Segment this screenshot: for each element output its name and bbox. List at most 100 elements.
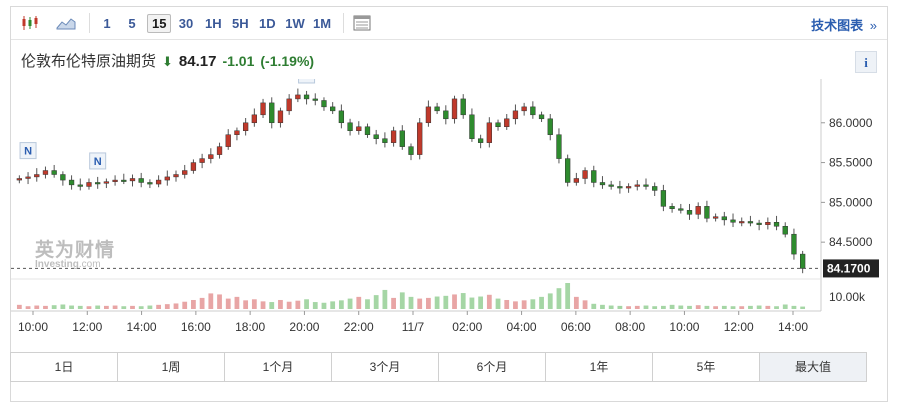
range-1day[interactable]: 1日	[11, 353, 118, 381]
candle-body	[521, 106, 527, 112]
candle-body	[173, 174, 179, 178]
candle-body	[660, 190, 667, 207]
double-chevron-right-icon: »	[869, 18, 877, 33]
volume-bar	[243, 300, 249, 309]
volume-bar	[730, 306, 736, 309]
volume-bar	[164, 304, 170, 309]
volume-bar	[678, 305, 684, 309]
x-tick-label: 04:00	[507, 320, 537, 334]
volume-bar	[417, 298, 423, 309]
candle-body	[425, 106, 432, 124]
candle-body	[591, 170, 597, 183]
volume-bar	[687, 305, 692, 309]
candle-body	[451, 98, 458, 120]
volume-bar	[565, 283, 571, 309]
x-tick-label: 10:00	[18, 320, 48, 334]
volume-bar	[573, 296, 579, 309]
candle-body	[617, 186, 623, 189]
interval-1d[interactable]: 1D	[259, 16, 276, 31]
volume-bar	[304, 299, 309, 309]
volume-tick-label: 10.00k	[829, 290, 866, 304]
volume-bar	[25, 306, 31, 309]
x-tick-label: 10:00	[669, 320, 699, 334]
candle-body	[242, 122, 249, 131]
volume-bar	[591, 303, 597, 309]
interval-1m[interactable]: 1M	[313, 16, 332, 31]
x-tick-label: 08:00	[615, 320, 645, 334]
y-tick-label: 85.0000	[829, 195, 873, 209]
volume-bar	[669, 304, 675, 309]
volume-bar	[800, 306, 806, 309]
range-max[interactable]: 最大值	[760, 353, 866, 381]
candle-body	[208, 154, 214, 159]
chart-widget: 1 5 15 30 1H 5H 1D 1W 1M 技术图表 » 伦敦布伦特原油期…	[10, 6, 888, 402]
candle-body	[669, 206, 675, 209]
candle-body	[77, 184, 83, 187]
candle-body	[286, 98, 292, 112]
volume-bar	[191, 299, 196, 309]
range-1year[interactable]: 1年	[546, 353, 653, 381]
volume-bar	[251, 299, 257, 309]
chart-toolbar: 1 5 15 30 1H 5H 1D 1W 1M 技术图表 »	[11, 7, 887, 40]
volume-bar	[547, 293, 553, 309]
candle-body	[469, 114, 475, 139]
candlestick-chart[interactable]: 86.0000 85.5000 85.0000 84.5000 84.1700 10.00…	[11, 66, 889, 339]
candle-body	[260, 102, 266, 116]
area-chart-icon[interactable]	[55, 13, 77, 33]
candle-body	[251, 114, 257, 124]
volume-bar	[103, 305, 109, 309]
volume-bar	[695, 305, 701, 309]
volume-bar	[138, 306, 144, 309]
volume-bar	[347, 298, 353, 309]
volume-bar	[634, 305, 640, 309]
table-view-icon[interactable]	[351, 13, 373, 33]
candle-body	[277, 110, 284, 124]
volume-bar	[721, 305, 727, 309]
range-5year[interactable]: 5年	[653, 353, 760, 381]
volume-bar	[60, 304, 66, 309]
candle-body	[390, 130, 397, 143]
candle-body	[269, 102, 275, 124]
candle-body	[625, 186, 632, 189]
volume-bar	[652, 306, 658, 309]
news-marker-label: N	[94, 156, 102, 168]
interval-1w[interactable]: 1W	[285, 16, 305, 31]
interval-30min[interactable]: 30	[178, 16, 194, 31]
candle-body	[765, 222, 771, 225]
range-6month[interactable]: 6个月	[439, 353, 546, 381]
interval-15min[interactable]: 15	[147, 14, 171, 33]
technical-chart-link[interactable]: 技术图表 »	[811, 15, 877, 34]
volume-bar	[365, 299, 370, 309]
range-1week[interactable]: 1周	[118, 353, 225, 381]
candle-body	[34, 174, 40, 178]
candle-body	[800, 253, 806, 269]
volume-bar	[278, 299, 283, 309]
x-tick-label: 12:00	[724, 320, 754, 334]
candle-body	[399, 130, 405, 147]
candle-body	[599, 182, 606, 186]
watermark-en-main: Investing	[35, 259, 79, 270]
candlestick-chart-icon[interactable]	[19, 13, 41, 33]
interval-1min[interactable]: 1	[103, 16, 111, 31]
volume-bar	[530, 299, 536, 309]
price-change: -1.01	[222, 53, 255, 69]
candle-body	[364, 126, 371, 135]
range-3month[interactable]: 3个月	[332, 353, 439, 381]
range-1month[interactable]: 1个月	[225, 353, 332, 381]
volume-bar	[791, 305, 797, 309]
candle-body	[782, 225, 788, 235]
interval-5h[interactable]: 5H	[232, 16, 249, 31]
info-button[interactable]: i	[855, 51, 877, 73]
interval-5min[interactable]: 5	[128, 16, 136, 31]
price-chart-area[interactable]: 86.0000 85.5000 85.0000 84.5000 84.1700 10.00…	[11, 66, 889, 339]
candle-body	[338, 110, 345, 124]
candle-body	[721, 216, 727, 221]
volume-bar	[43, 305, 48, 309]
volume-bar	[217, 294, 222, 309]
candle-body	[477, 138, 484, 143]
candle-body	[225, 134, 231, 147]
interval-1h[interactable]: 1H	[205, 16, 222, 31]
candle-body	[312, 98, 318, 101]
volume-bar	[173, 303, 179, 309]
candle-body	[556, 134, 562, 159]
